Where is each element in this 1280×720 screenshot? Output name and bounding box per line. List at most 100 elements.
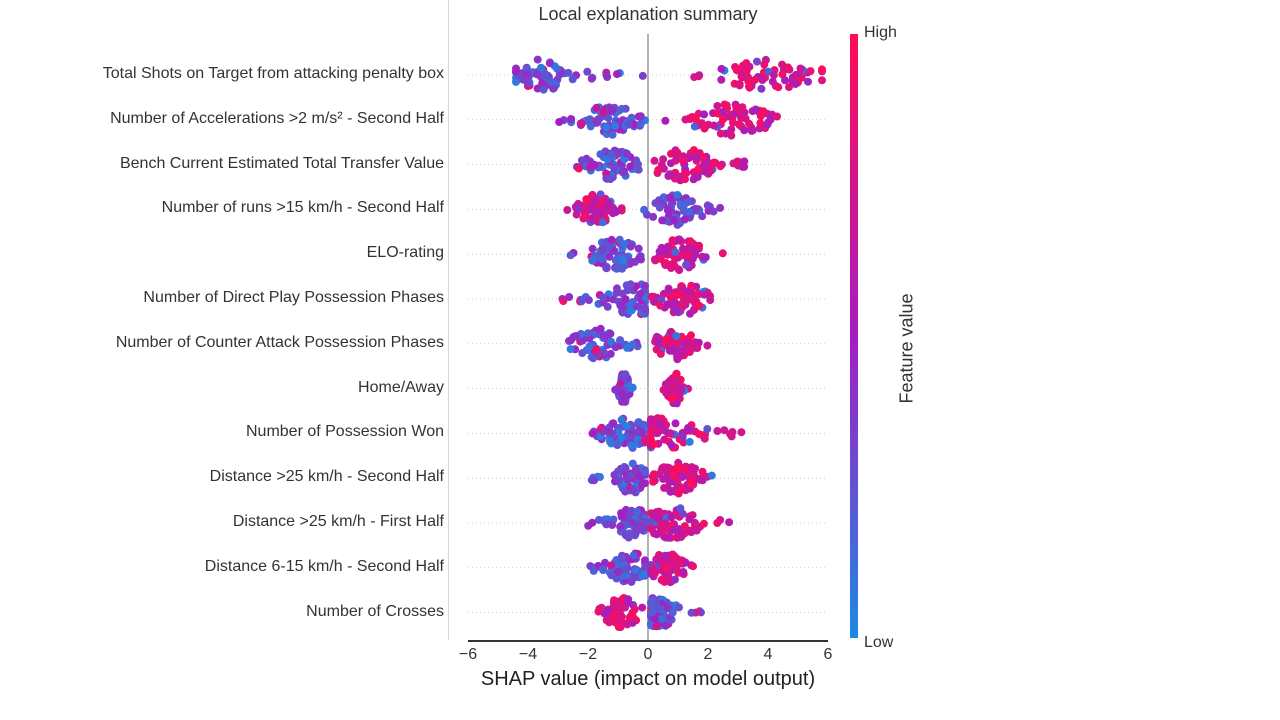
shap-point — [669, 382, 678, 391]
shap-point — [649, 477, 658, 486]
shap-point — [657, 614, 666, 623]
shap-point — [621, 565, 630, 574]
x-axis-label: SHAP value (impact on model output) — [480, 668, 816, 690]
shap-point — [592, 103, 601, 112]
shap-point — [650, 255, 659, 264]
shap-point — [680, 346, 689, 355]
shap-point — [663, 603, 672, 612]
shap-point — [726, 430, 735, 439]
shap-point — [611, 256, 620, 265]
shap-point — [691, 464, 699, 473]
shap-point — [716, 203, 725, 212]
shap-point — [683, 198, 692, 207]
shap-point — [606, 329, 615, 338]
shap-point — [599, 332, 608, 341]
shap-point — [663, 206, 672, 215]
shap-point — [656, 301, 665, 310]
shap-point — [667, 346, 676, 355]
shap-point — [617, 389, 626, 398]
shap-point — [640, 205, 649, 214]
shap-point — [717, 64, 726, 73]
shap-point — [596, 324, 605, 333]
shap-point — [619, 256, 628, 265]
feature-dots — [588, 414, 746, 452]
shap-point — [778, 60, 787, 69]
shap-point — [537, 63, 546, 72]
shap-point — [616, 301, 625, 310]
shap-point — [658, 527, 667, 536]
shap-point — [647, 598, 656, 607]
shap-point — [608, 521, 617, 529]
shap-point — [632, 428, 641, 437]
shap-point — [818, 65, 826, 74]
shap-point — [700, 434, 709, 443]
shap-point — [577, 297, 586, 306]
shap-point — [753, 57, 761, 66]
shap-point — [677, 485, 685, 494]
feature-dots — [555, 100, 781, 140]
shap-point — [679, 156, 688, 165]
shap-point — [613, 70, 621, 79]
shap-point — [617, 553, 626, 562]
shap-point — [610, 163, 618, 172]
shap-point — [636, 112, 645, 121]
feature-label: Number of Counter Attack Possession Phas… — [115, 333, 444, 351]
shap-point — [633, 523, 642, 532]
shap-point — [595, 473, 604, 481]
shap-point — [699, 519, 708, 528]
shap-point — [621, 295, 630, 304]
shap-point — [614, 623, 623, 631]
shap-point — [661, 116, 670, 125]
shap-point — [818, 76, 826, 85]
shap-point — [618, 510, 627, 519]
shap-point — [566, 251, 575, 260]
shap-point — [774, 83, 783, 92]
shap-point — [673, 353, 682, 362]
shap-point — [796, 64, 805, 73]
shap-point — [695, 241, 704, 250]
shap-point — [602, 264, 611, 272]
shap-point — [539, 85, 548, 94]
shap-point — [638, 603, 647, 612]
shap-point — [680, 169, 689, 178]
colorbar-title: Feature value — [896, 293, 917, 404]
shap-point — [628, 383, 637, 392]
shap-point — [668, 608, 677, 617]
shap-point — [577, 156, 586, 165]
shap-point — [559, 297, 568, 306]
shap-point — [751, 105, 760, 114]
shap-point — [740, 157, 749, 166]
shap-point — [621, 370, 630, 379]
shap-point — [727, 131, 736, 140]
shap-point — [626, 242, 635, 251]
shap-point — [623, 475, 632, 484]
shap-point — [650, 440, 659, 449]
shap-point — [729, 118, 737, 127]
shap-point — [655, 203, 664, 212]
shap-point — [593, 118, 602, 127]
shap-point — [672, 369, 681, 378]
shap-point — [606, 437, 614, 446]
shap-point — [607, 561, 616, 570]
shap-point — [700, 123, 709, 132]
shap-point — [549, 84, 558, 93]
shap-point — [695, 71, 704, 80]
feature-label: Distance >25 km/h - First Half — [232, 513, 444, 530]
shap-point — [639, 479, 648, 488]
shap-point — [719, 115, 727, 124]
shap-point — [641, 556, 649, 565]
shap-point — [617, 104, 626, 113]
shap-point — [667, 513, 676, 522]
shap-point — [679, 568, 688, 576]
shap-point — [611, 343, 620, 352]
shap-point — [626, 613, 634, 621]
shap-point — [672, 339, 681, 347]
x-tick-label: −6 — [458, 646, 478, 663]
shap-point — [626, 307, 635, 316]
shap-point — [630, 605, 639, 614]
shap-point — [638, 71, 647, 80]
shap-point — [647, 416, 655, 425]
shap-point — [616, 380, 625, 389]
shap-point — [695, 430, 704, 439]
shap-point — [757, 84, 766, 93]
